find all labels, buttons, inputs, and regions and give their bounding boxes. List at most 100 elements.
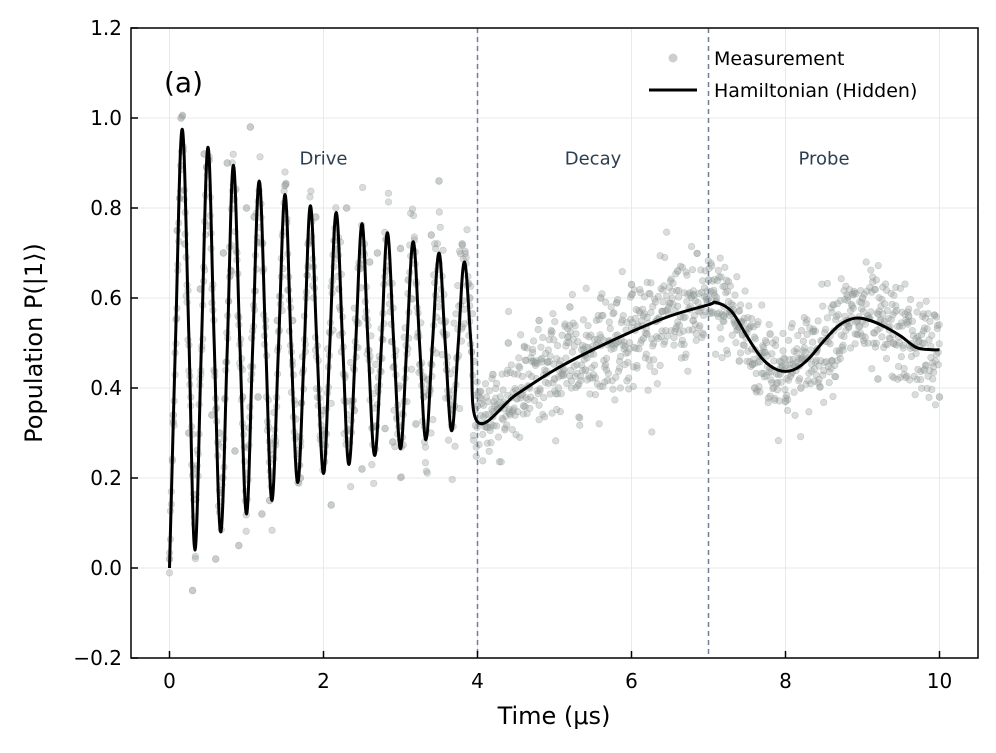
measurement-cloud-point-952 [605,318,613,326]
hamiltonian-curve-layer [168,127,940,569]
measurement-cloud-point-1343 [785,361,794,369]
measurement-cloud-point-751 [512,431,520,439]
measurement-cloud-point-1093 [670,341,678,349]
measurement-cloud-point-869 [566,328,575,336]
measurement-cloud-point-754 [514,408,522,416]
measurement-point [342,204,351,212]
measurement-cloud-point-890 [577,376,585,385]
measurement-cloud-point-985 [620,345,628,353]
measurement-cloud-point-913 [587,331,595,339]
measurement-cloud-point-1599 [904,320,912,328]
x-tick-label-3: 6 [625,669,638,693]
measurement-cloud-point-645 [463,226,471,234]
measurement-cloud-point-1326 [778,362,786,370]
measurement-cloud-point-1022 [638,317,646,325]
measurement-cloud-point-1040 [646,290,654,298]
y-tick-label-6: 1.0 [90,106,122,130]
measurement-cloud-point-1480 [849,304,857,312]
measurement-cloud-point-1461 [840,287,848,295]
measurement-cloud-point-1424 [823,279,831,288]
measurement-cloud-point-1569 [890,374,898,382]
measurement-cloud-point-874 [569,335,577,343]
measurement-point [235,541,243,550]
measurement-cloud-point-870 [567,377,576,385]
measurement-point [373,249,382,257]
measurement-cloud-point-1640 [923,325,931,333]
measurement-cloud-point-1185 [712,293,721,301]
measurement-cloud-point-1509 [862,258,870,266]
measurement-point [689,316,697,325]
measurement-cloud-point-1523 [869,273,877,281]
measurement-cloud-point-222 [268,526,276,534]
measurement-cloud-point-1041 [646,362,654,370]
measurement-cloud-point-1152 [698,288,706,296]
measurement-cloud-point-1059 [654,292,662,301]
measurement-cloud-point-1459 [839,341,847,349]
measurement-cloud-point-1072 [661,337,669,346]
measurement-point [935,393,944,401]
measurement-cloud-point-1651 [928,331,936,339]
measurement-cloud-point-1579 [894,362,903,371]
y-tick-label-7: 1.2 [90,16,122,40]
measurement-cloud-point-197 [256,153,264,161]
measurement-cloud-point-718 [497,458,505,466]
measurement-cloud-point-785 [528,372,536,381]
measurement-cloud-point-1295 [763,352,771,360]
measurement-cloud-point-1463 [841,295,849,304]
measurement-cloud-point-1525 [869,329,878,337]
measurement-cloud-point-1660 [932,313,941,321]
measurement-cloud-point-1409 [816,382,824,390]
measurement-cloud-point-1287 [760,369,768,377]
measurement-cloud-point-955 [606,324,614,333]
measurement-cloud-point-1485 [851,330,859,338]
measurement-cloud-point-1425 [823,314,831,322]
measurement-cloud-point-1100 [674,302,682,310]
measurement-cloud-point-761 [517,331,525,339]
measurement-cloud-point-1635 [920,339,929,347]
measurement-cloud-point-968 [613,298,621,307]
measurement-cloud-point-1392 [809,328,817,336]
measurement-cloud-point-821 [544,379,552,388]
measurement-cloud-point-849 [557,371,565,379]
measurement-cloud-point-1399 [811,327,819,335]
measurement-cloud-point-659 [469,431,478,440]
measurement-cloud-point-706 [492,384,500,393]
measurement-cloud-point-1088 [668,287,676,295]
measurement-cloud-point-891 [577,372,585,380]
measurement-cloud-point-1437 [829,301,837,309]
measurement-cloud-point-1517 [866,284,874,292]
measurement-cloud-point-1592 [901,280,909,288]
measurement-cloud-point-855 [560,370,568,378]
measurement-cloud-point-1452 [836,297,844,305]
measurement-cloud-point-826 [547,330,555,338]
measurement-cloud-point-1116 [681,313,689,321]
measurement-cloud-point-708 [492,379,501,388]
measurement-cloud-point-717 [496,399,504,407]
measurement-cloud-point-1108 [677,340,685,348]
measurement-cloud-point-1047 [649,302,657,311]
measurement-cloud-point-927 [593,335,601,344]
measurement-cloud-point-1013 [633,361,641,370]
measurement-cloud-point-1311 [771,396,779,404]
measurement-cloud-point-935 [597,333,605,342]
measurement-cloud-point-1356 [792,359,800,367]
measurement-cloud-point-788 [529,337,538,345]
measurement-cloud-point-838 [553,405,561,414]
measurement-cloud-point-1498 [857,305,866,313]
measurement-cloud-point-1069 [659,286,667,294]
measurement-cloud-point-881 [572,383,580,392]
measurement-cloud-point-820 [544,346,552,354]
measurement-cloud-point-1659 [931,401,940,409]
measurement-cloud-point-307 [307,187,315,195]
measurement-cloud-point-901 [581,343,589,351]
measurement-cloud-point-1253 [744,347,752,355]
measurement-cloud-point-1442 [832,316,840,324]
measurement-cloud-point-798 [534,389,542,398]
measurement-cloud-point-779 [525,370,533,378]
measurement-cloud-point-1196 [718,354,726,362]
measurement-cloud-point-1401 [812,356,820,364]
measurement-cloud-point-859 [562,342,570,350]
measurement-cloud-point-1259 [747,321,755,330]
measurement-cloud-point-932 [596,331,604,339]
measurement-cloud-point-991 [623,377,631,385]
